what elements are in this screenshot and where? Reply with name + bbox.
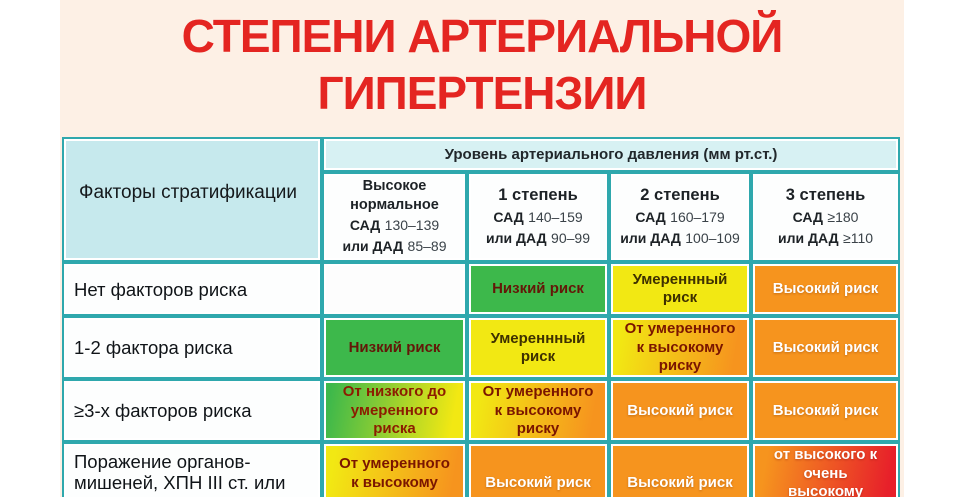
risk-cell: Умереннный риск xyxy=(467,316,609,380)
table-row: ≥3-х факторов риска От низкого до умерен… xyxy=(62,379,901,443)
page-title-line2: ГИПЕРТЕНЗИИ xyxy=(317,67,648,119)
row-label: Поражение органов-мишеней, ХПН III ст. и… xyxy=(62,442,322,497)
table-row: Нет факторов риска Низкий риск Умереннны… xyxy=(62,262,901,317)
row-label: ≥3-х факторов риска xyxy=(62,379,322,443)
sad-label: САД xyxy=(792,209,823,225)
hypertension-table-wrap: Факторы стратификации Уровень артериальн… xyxy=(62,137,901,497)
risk-cell: Высокий риск xyxy=(467,442,609,497)
corner-header-cell: Факторы стратификации xyxy=(62,137,322,263)
column-title: 3 степень xyxy=(785,186,866,205)
hypertension-risk-table: Факторы стратификации Уровень артериальн… xyxy=(62,137,901,497)
band-header-cell: Уровень артериального давления (мм рт.ст… xyxy=(322,137,901,172)
sad-label: САД xyxy=(635,209,666,225)
risk-cell xyxy=(322,262,467,317)
risk-cell: Высокий риск xyxy=(751,316,901,380)
column-title: 1 степень xyxy=(498,186,578,205)
risk-cell: Низкий риск xyxy=(467,262,609,317)
risk-cell: От умеренного к высокому риску xyxy=(609,316,751,380)
risk-cell: Низкий риск xyxy=(322,316,467,380)
sad-label: САД xyxy=(349,217,381,234)
risk-cell: От умеренного к высокому риску xyxy=(467,379,609,443)
dad-label: или ДАД xyxy=(620,230,681,247)
sad-value: 160–179 xyxy=(670,209,725,225)
risk-cell: От умеренного к высокому риску xyxy=(322,442,467,497)
risk-cell: от высокого к очень высокому риску xyxy=(751,442,901,497)
dad-label: или ДАД xyxy=(778,230,839,247)
dad-label: или ДАД xyxy=(342,238,404,255)
dad-value: 90–99 xyxy=(551,230,590,247)
dad-label: или ДАД xyxy=(486,230,547,247)
sad-label: САД xyxy=(493,209,524,225)
sad-value: 140–159 xyxy=(528,209,583,225)
page-title: СТЕПЕНИ АРТЕРИАЛЬНОЙ ГИПЕРТЕНЗИИ xyxy=(60,0,904,122)
risk-cell: От низкого до умеренного риска xyxy=(322,379,467,443)
column-header-grade-1: 1 степень САД 140–159 или ДАД 90–99 xyxy=(467,172,609,263)
row-label: 1-2 фактора риска xyxy=(62,316,322,380)
table-row: Поражение органов-мишеней, ХПН III ст. и… xyxy=(62,442,901,497)
sad-value: ≥180 xyxy=(827,209,859,225)
row-label: Нет факторов риска xyxy=(62,262,322,317)
risk-cell: Высокий риск xyxy=(609,379,751,443)
sad-value: 130–139 xyxy=(384,217,440,234)
column-title: 2 степень xyxy=(640,186,720,205)
risk-cell: Высокий риск xyxy=(609,442,751,497)
column-header-grade-2: 2 степень САД 160–179 или ДАД 100–109 xyxy=(609,172,751,263)
dad-value: ≥110 xyxy=(843,230,874,247)
column-header-grade-3: 3 степень САД ≥180 или ДАД ≥110 xyxy=(751,172,901,263)
risk-cell: Умереннный риск xyxy=(609,262,751,317)
risk-cell: Высокий риск xyxy=(751,262,901,317)
risk-cell: Высокий риск xyxy=(751,379,901,443)
table-row: 1-2 фактора риска Низкий риск Умереннный… xyxy=(62,316,901,380)
dad-value: 85–89 xyxy=(407,238,447,255)
column-header-high-normal: Высокое нормальное САД 130–139 или ДАД 8… xyxy=(322,172,467,263)
page-title-line1: СТЕПЕНИ АРТЕРИАЛЬНОЙ xyxy=(181,10,784,62)
content-area: СТЕПЕНИ АРТЕРИАЛЬНОЙ ГИПЕРТЕНЗИИ Факторы… xyxy=(60,0,904,497)
dad-value: 100–109 xyxy=(685,230,740,247)
column-title: Высокое нормальное xyxy=(350,178,439,214)
